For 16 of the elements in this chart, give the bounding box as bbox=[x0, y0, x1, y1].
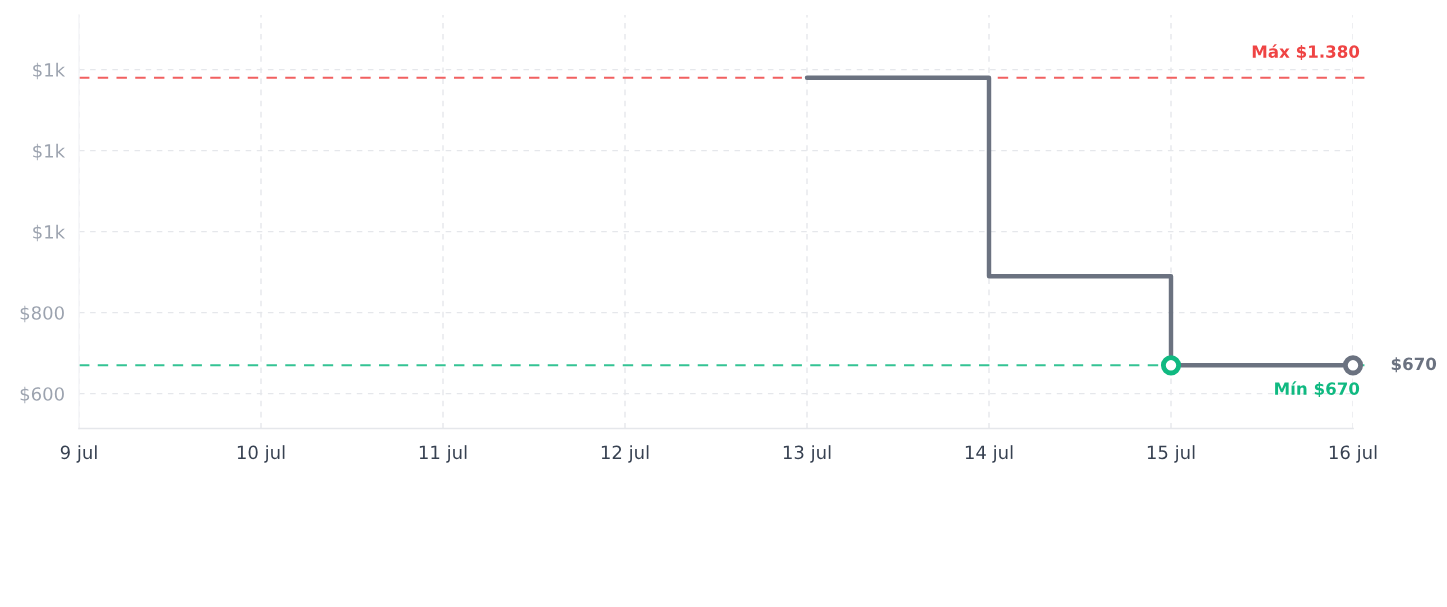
x-tick-label: 14 jul bbox=[965, 445, 1013, 463]
y-tick-label: $800 bbox=[20, 305, 64, 323]
x-tick-label: 9 jul bbox=[60, 445, 97, 463]
ref-line-label: Máx $1.380 bbox=[1252, 44, 1360, 61]
annotation: $670 bbox=[1391, 357, 1437, 373]
y-tick-label: $600 bbox=[20, 386, 64, 404]
y-tick-label: $1k bbox=[33, 62, 66, 80]
x-tick-label: 12 jul bbox=[601, 445, 649, 463]
y-tick-label: $1k bbox=[33, 224, 66, 242]
y-tick-label: $1k bbox=[33, 143, 66, 161]
ref-line-label: Mín $670 bbox=[1275, 381, 1360, 398]
x-tick-label: 16 jul bbox=[1329, 445, 1377, 463]
x-tick-label: 15 jul bbox=[1147, 445, 1195, 463]
x-tick-label: 13 jul bbox=[783, 445, 831, 463]
x-tick-label: 10 jul bbox=[237, 445, 285, 463]
x-tick-label: 11 jul bbox=[419, 445, 467, 463]
